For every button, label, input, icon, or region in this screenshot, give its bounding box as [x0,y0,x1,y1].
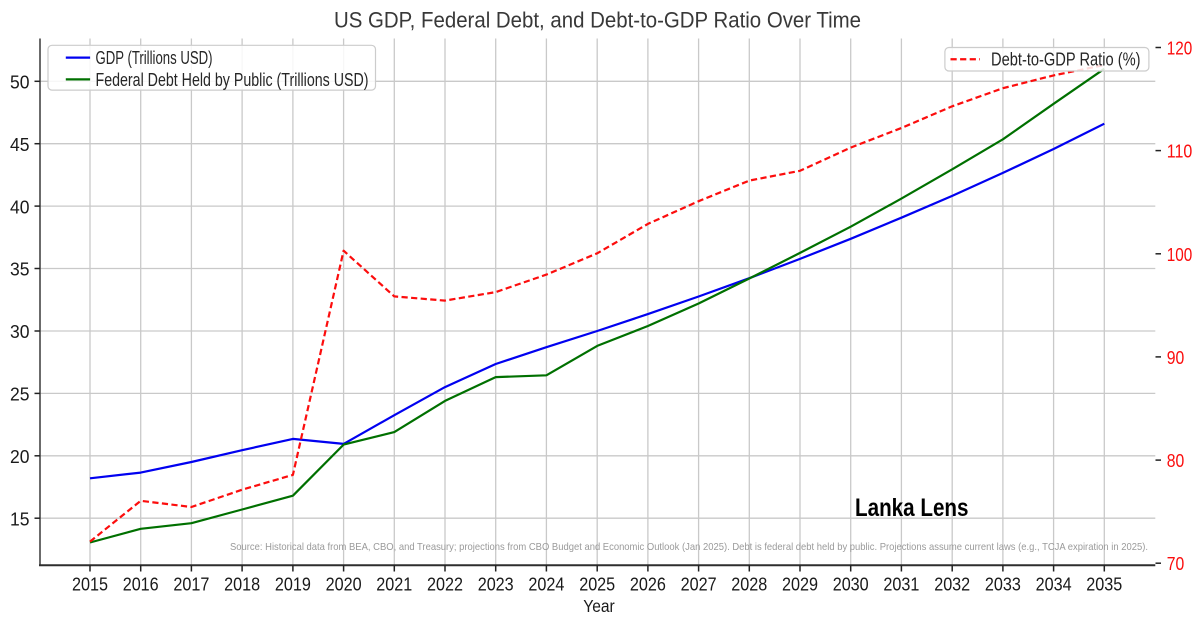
svg-text:2020: 2020 [326,574,362,594]
svg-text:2030: 2030 [833,574,869,594]
svg-text:GDP (Trillions USD): GDP (Trillions USD) [96,48,213,68]
svg-text:35: 35 [10,260,30,280]
svg-text:2029: 2029 [782,574,818,594]
svg-text:120: 120 [1167,39,1193,59]
svg-text:2018: 2018 [224,574,260,594]
svg-text:2015: 2015 [72,574,108,594]
svg-text:40: 40 [10,197,30,217]
svg-text:2022: 2022 [427,574,463,594]
svg-text:2031: 2031 [883,574,919,594]
svg-text:30: 30 [10,322,30,342]
svg-text:Federal Debt Held by Public (T: Federal Debt Held by Public (Trillions U… [96,70,369,90]
svg-text:2016: 2016 [123,574,159,594]
svg-text:2035: 2035 [1086,574,1122,594]
svg-text:2024: 2024 [528,574,564,594]
svg-text:2027: 2027 [681,574,717,594]
svg-text:80: 80 [1167,451,1185,471]
svg-text:2034: 2034 [1036,574,1072,594]
svg-text:2025: 2025 [579,574,615,594]
svg-text:110: 110 [1167,142,1193,162]
svg-text:25: 25 [10,385,30,405]
svg-text:70: 70 [1167,554,1185,574]
svg-text:Lanka Lens: Lanka Lens [855,494,969,522]
svg-text:US GDP, Federal Debt, and Debt: US GDP, Federal Debt, and Debt-to-GDP Ra… [334,8,861,33]
svg-text:50: 50 [10,73,30,93]
svg-text:2028: 2028 [731,574,767,594]
svg-text:90: 90 [1167,348,1185,368]
svg-text:Year: Year [583,596,615,616]
svg-text:45: 45 [10,135,30,155]
svg-text:100: 100 [1167,245,1193,265]
svg-text:Source: Historical data from B: Source: Historical data from BEA, CBO, a… [230,542,1148,553]
svg-text:2017: 2017 [173,574,209,594]
svg-text:2026: 2026 [630,574,666,594]
svg-text:Debt-to-GDP Ratio (%): Debt-to-GDP Ratio (%) [991,50,1141,70]
svg-text:2033: 2033 [985,574,1021,594]
svg-text:15: 15 [10,509,30,529]
svg-text:2023: 2023 [478,574,514,594]
svg-text:2019: 2019 [275,574,311,594]
svg-text:20: 20 [10,447,30,467]
svg-text:2021: 2021 [376,574,412,594]
svg-text:2032: 2032 [934,574,970,594]
